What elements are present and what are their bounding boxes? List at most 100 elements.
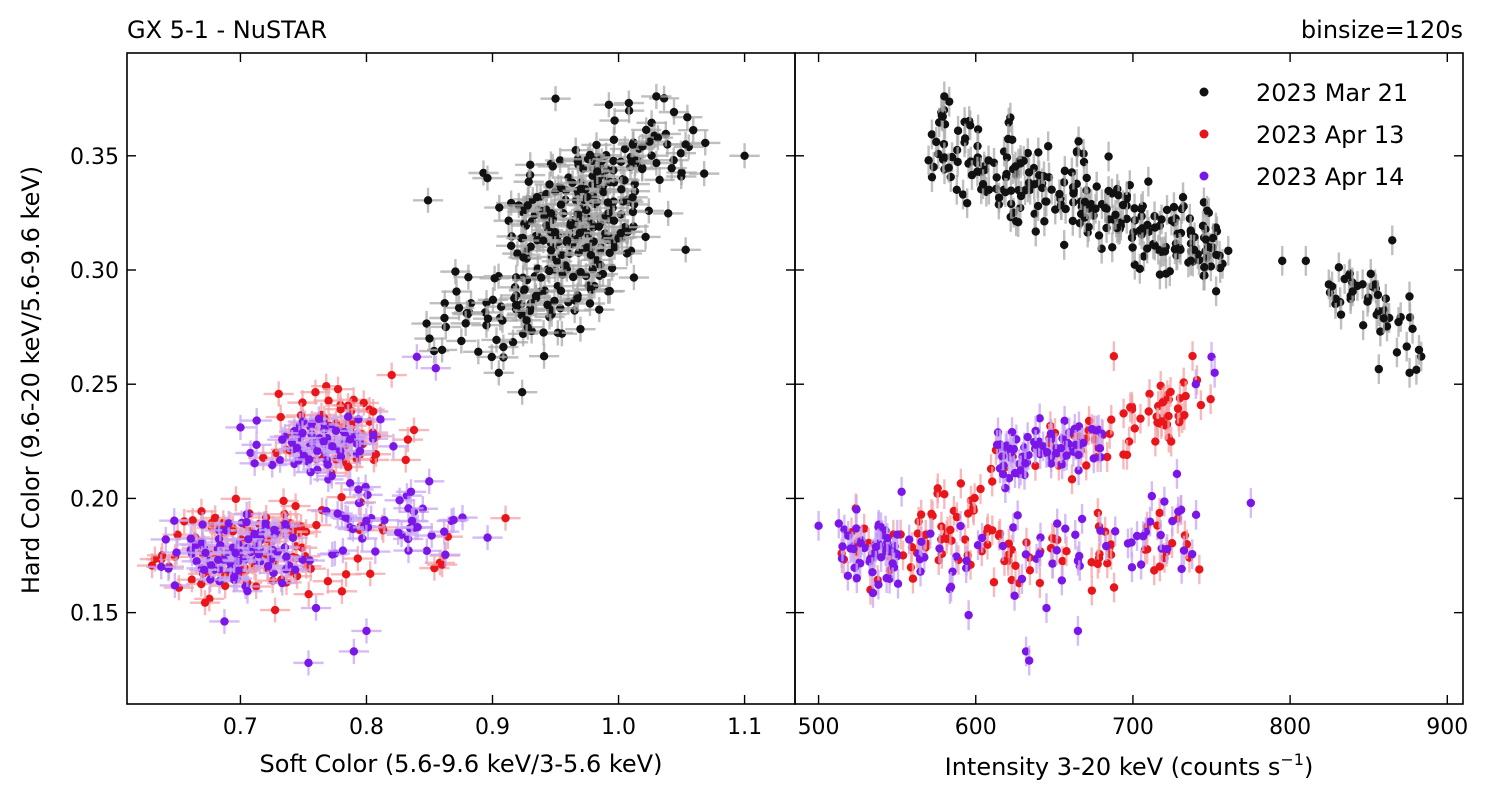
data-point <box>1135 264 1144 274</box>
data-point <box>461 319 470 328</box>
data-point <box>1040 217 1049 226</box>
data-point <box>532 192 542 202</box>
data-point <box>1388 236 1397 245</box>
y-tick-label: 0.20 <box>70 487 119 512</box>
data-point <box>1136 560 1146 569</box>
data-point <box>1047 185 1056 194</box>
data-point <box>1082 461 1091 470</box>
data-point <box>856 538 866 548</box>
data-point <box>556 286 566 296</box>
data-point <box>984 156 993 165</box>
data-point <box>1414 345 1424 355</box>
y-axis-label: Hard Color (9.6-20 keV/5.6-9.6 keV) <box>17 166 45 594</box>
data-point <box>1109 583 1119 592</box>
data-point <box>609 216 619 225</box>
data-point <box>978 180 988 189</box>
data-point <box>1002 153 1012 162</box>
data-point <box>522 316 531 325</box>
series-2023-mar-21 <box>411 83 760 405</box>
data-point <box>583 243 592 252</box>
data-point <box>328 442 337 451</box>
data-point <box>513 249 522 258</box>
data-point <box>395 496 404 505</box>
data-point <box>1096 526 1105 535</box>
data-point <box>677 168 686 177</box>
right-ticks: 500 600 700 800 900 <box>795 53 1468 740</box>
data-point <box>1155 562 1165 571</box>
data-point <box>1206 262 1216 271</box>
data-point <box>594 222 604 231</box>
data-point <box>210 513 220 523</box>
data-point <box>231 494 241 504</box>
data-point <box>173 530 182 539</box>
data-point <box>380 516 389 525</box>
data-point <box>1324 280 1334 289</box>
data-point <box>992 440 1002 450</box>
data-point <box>281 519 290 529</box>
data-point <box>952 552 961 561</box>
data-point <box>1021 459 1030 468</box>
data-point <box>977 533 987 543</box>
data-point <box>291 565 300 575</box>
series-2023-apr-14 <box>814 341 1256 676</box>
x-tick-label: 1.1 <box>727 715 762 740</box>
legend-marker <box>1199 129 1209 139</box>
data-point <box>1010 468 1020 478</box>
data-point <box>814 521 823 531</box>
data-point <box>947 152 957 162</box>
data-point <box>1077 514 1087 524</box>
data-point <box>585 299 595 308</box>
data-point <box>966 121 975 130</box>
data-point <box>242 517 251 527</box>
data-point <box>683 113 692 122</box>
data-point <box>333 509 342 518</box>
data-point <box>336 452 346 461</box>
data-point <box>328 550 337 559</box>
data-point <box>551 94 560 103</box>
data-point <box>609 135 619 144</box>
left-axes-frame <box>126 52 796 705</box>
x-tick-label: 900 <box>1426 715 1468 740</box>
data-point <box>1331 294 1340 303</box>
data-point <box>292 443 302 453</box>
data-point <box>1175 417 1184 427</box>
data-point <box>313 446 322 456</box>
data-point <box>620 144 630 154</box>
data-point <box>439 527 449 536</box>
data-point <box>274 389 283 399</box>
data-point <box>843 571 853 580</box>
x-tick-label: 0.9 <box>475 715 510 740</box>
data-point <box>525 306 535 316</box>
data-point <box>278 435 287 444</box>
data-point <box>1084 222 1093 232</box>
data-point <box>1023 432 1032 442</box>
data-point <box>681 245 690 255</box>
data-point <box>1039 172 1049 181</box>
data-point <box>1126 403 1135 412</box>
data-point <box>1167 539 1177 548</box>
data-point <box>1070 424 1080 433</box>
data-point <box>1392 348 1402 357</box>
data-point <box>942 534 951 544</box>
data-point <box>1105 429 1114 439</box>
data-point <box>1038 183 1047 193</box>
data-point <box>1001 188 1010 197</box>
data-point <box>938 112 947 121</box>
data-point <box>1177 564 1186 574</box>
data-point <box>952 512 962 522</box>
data-point <box>883 533 892 543</box>
data-point <box>319 437 328 446</box>
data-point <box>669 107 679 117</box>
data-point <box>908 574 918 583</box>
data-point <box>989 578 999 587</box>
data-point <box>404 504 413 513</box>
data-point <box>1111 210 1120 219</box>
data-point <box>192 557 201 566</box>
data-point <box>984 185 994 194</box>
data-point <box>988 526 997 535</box>
data-point <box>1052 546 1061 555</box>
data-point <box>449 515 458 525</box>
data-point <box>689 125 698 135</box>
data-point <box>341 570 351 579</box>
legend-marker <box>1199 171 1209 181</box>
